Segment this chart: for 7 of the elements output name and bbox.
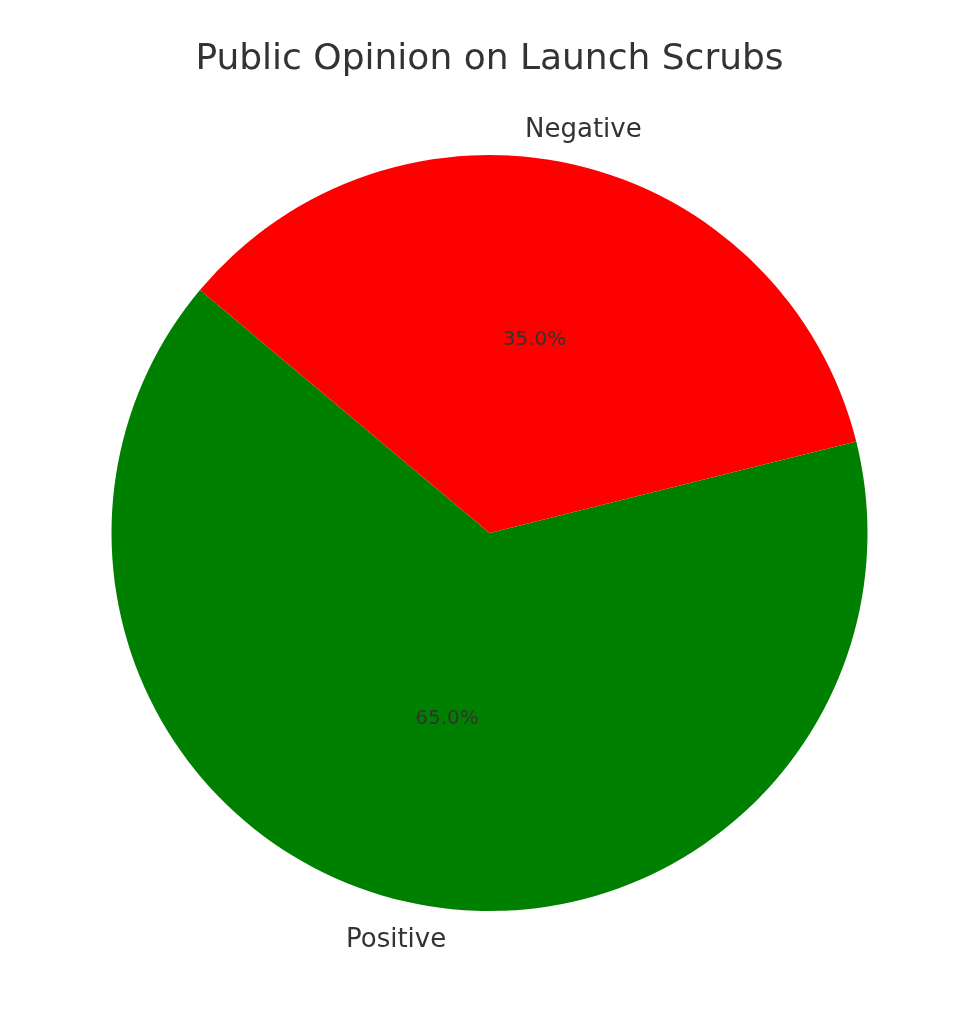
pie-slice	[199, 155, 857, 533]
data-label: 35.0%	[502, 326, 567, 351]
slice-label: Negative	[525, 113, 642, 143]
chart-title: Public Opinion on Launch Scrubs	[195, 36, 784, 78]
data-label: 65.0%	[415, 705, 479, 730]
slice-label: Positive	[346, 923, 447, 953]
pie-slice	[112, 290, 868, 911]
